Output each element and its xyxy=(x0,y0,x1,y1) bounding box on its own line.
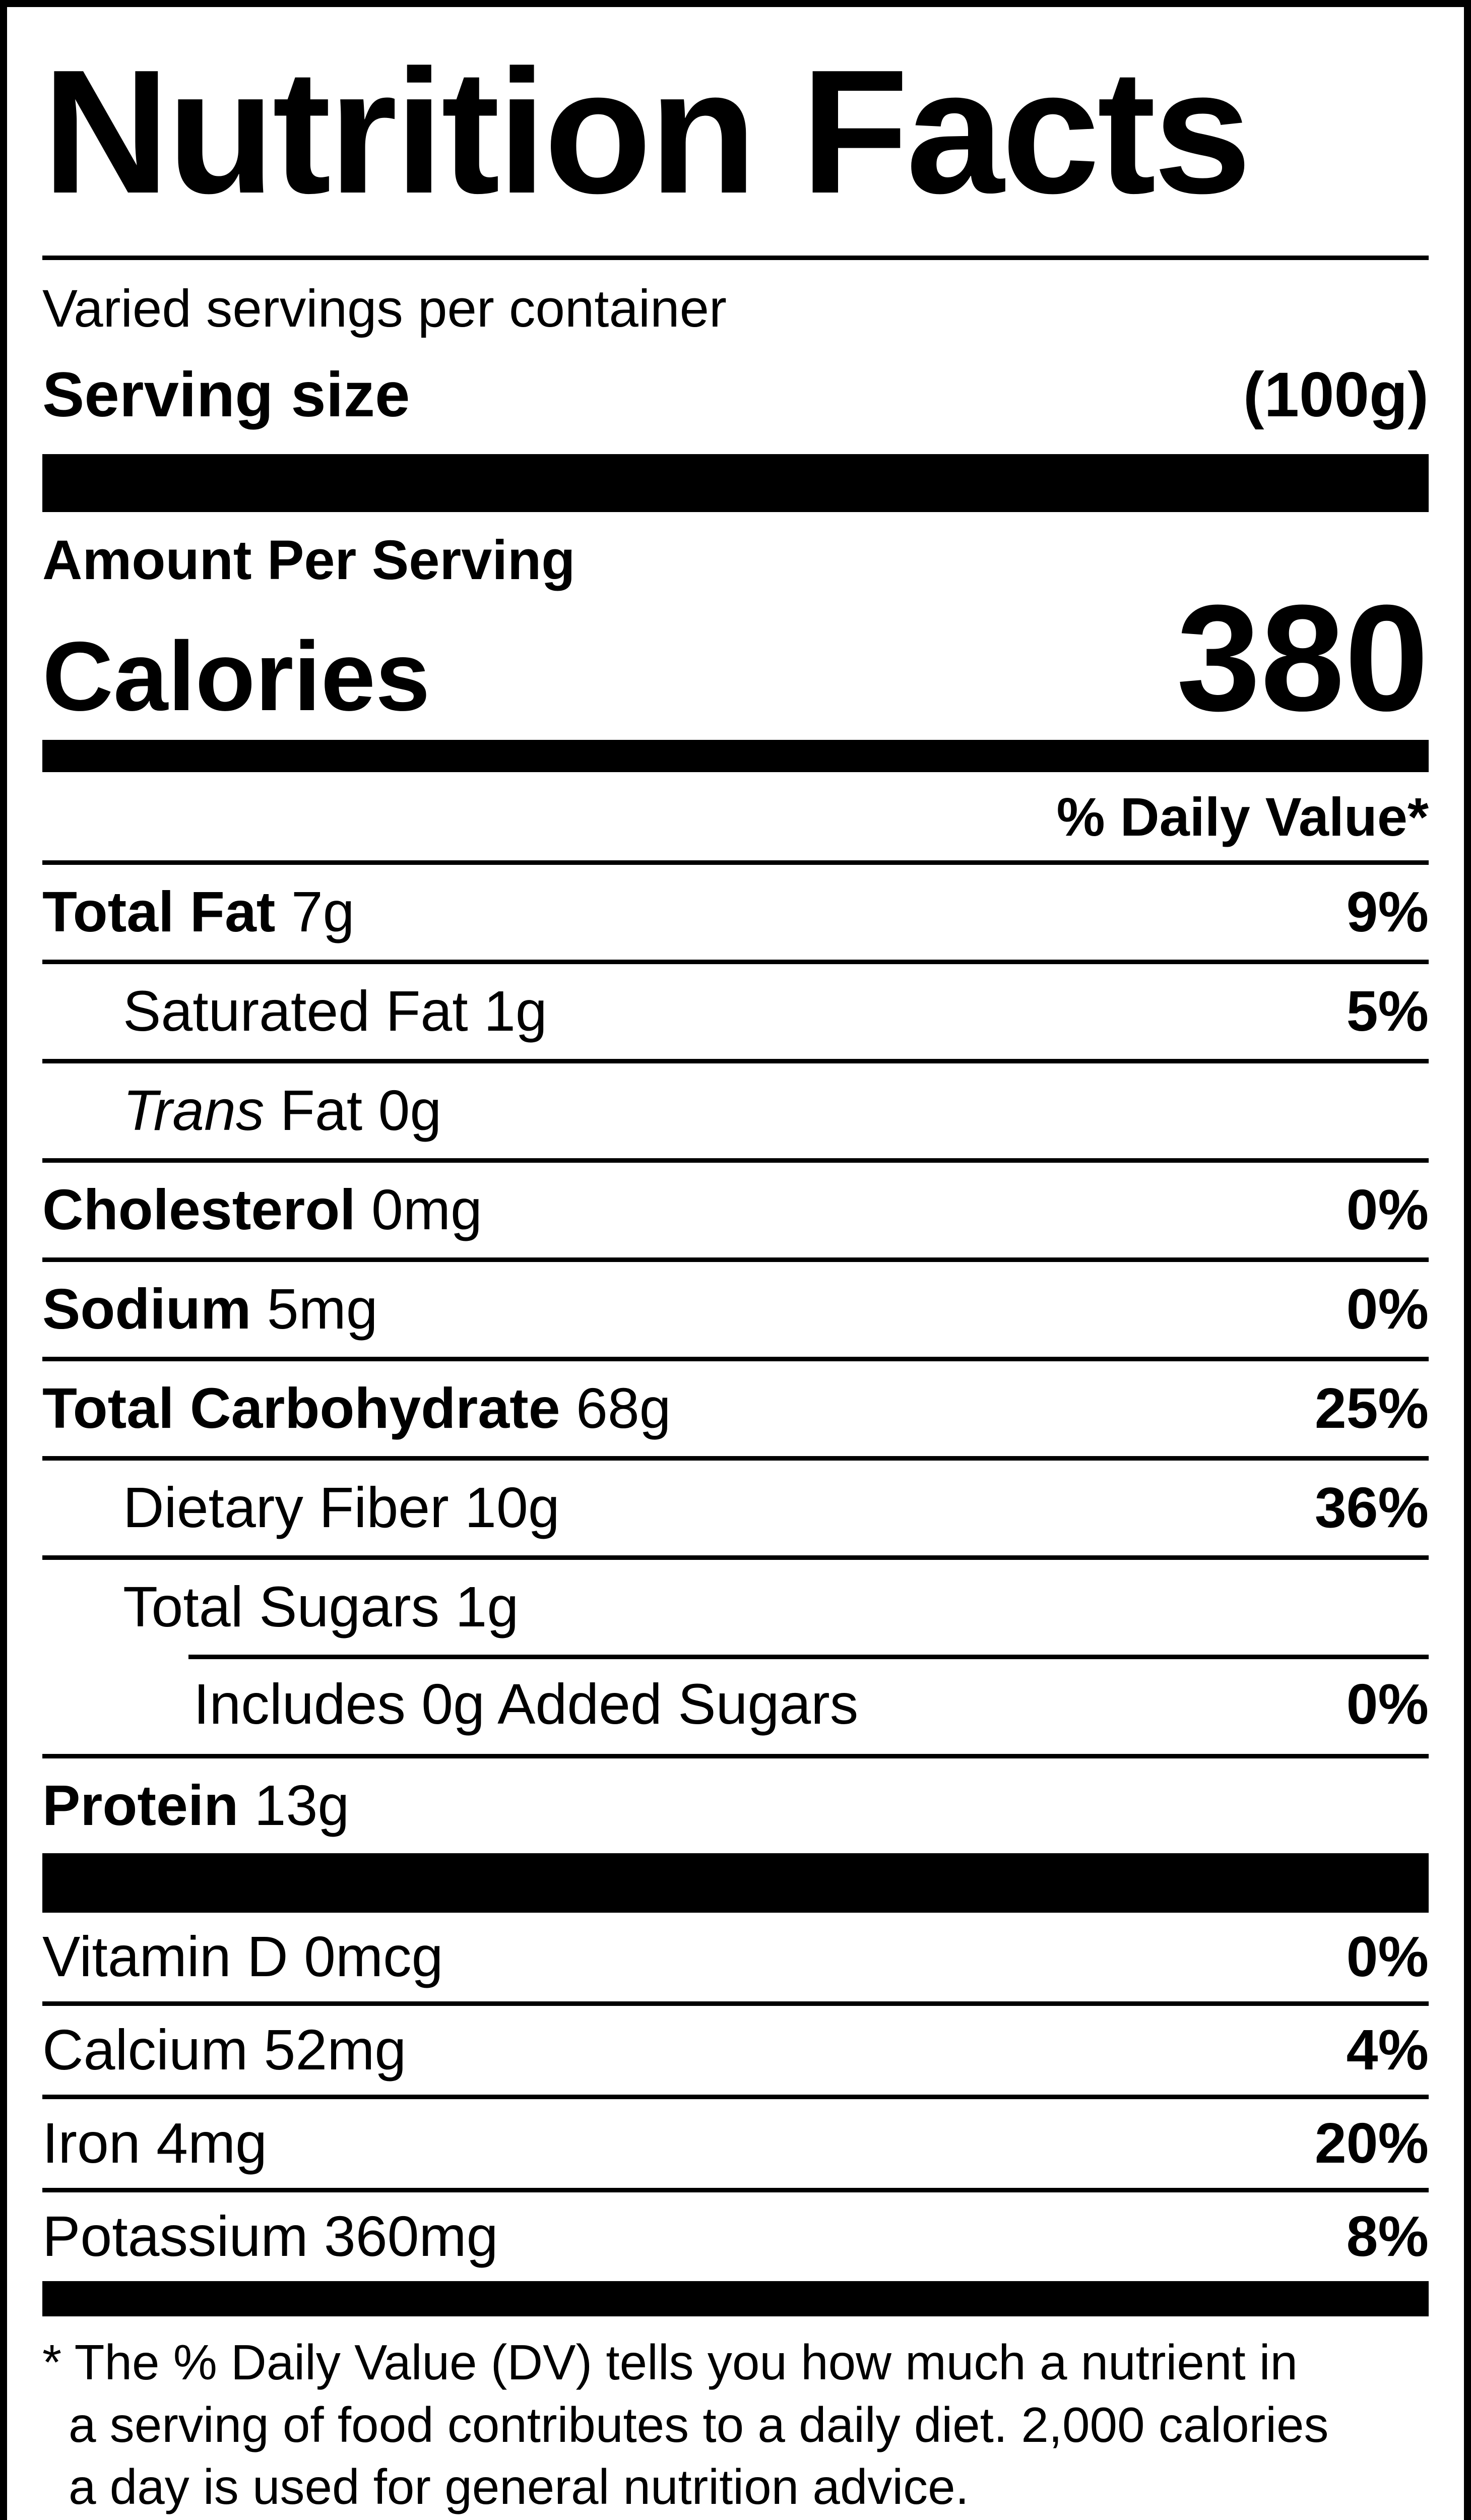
vitamin-row-iron: Iron 4mg 20% xyxy=(42,2095,1429,2188)
nutrient-name-italic: Trans xyxy=(123,1079,265,1143)
nutrient-name: Dietary Fiber 10g xyxy=(42,1474,560,1542)
nutrient-name: Cholesterol 0mg xyxy=(42,1176,482,1244)
nutrient-row-saturated-fat: Saturated Fat 1g 5% xyxy=(42,960,1429,1059)
nutrient-name: Sodium 5mg xyxy=(42,1275,378,1344)
footnote-line: a serving of food contributes to a daily… xyxy=(69,2397,1329,2452)
nutrient-name-bold: Sodium xyxy=(42,1277,251,1341)
nutrient-amount: 68g xyxy=(560,1376,671,1440)
serving-size-row: Serving size (100g) xyxy=(42,353,1429,438)
vitamin-percent: 4% xyxy=(1346,2018,1429,2082)
nutrient-name-bold: Total Fat xyxy=(42,880,276,944)
calories-label: Calories xyxy=(42,621,430,731)
vitamin-percent: 0% xyxy=(1346,1925,1429,1989)
nutrient-percent: 36% xyxy=(1314,1476,1429,1540)
nutrient-row-total-carbohydrate: Total Carbohydrate 68g 25% xyxy=(42,1357,1429,1456)
nutrient-row-total-sugars: Total Sugars 1g xyxy=(42,1555,1429,1655)
nutrient-amount: Total Sugars 1g xyxy=(123,1575,519,1639)
nutrient-name: Trans Fat 0g xyxy=(42,1077,441,1145)
vitamin-row-potassium: Potassium 360mg 8% xyxy=(42,2188,1429,2281)
nutrient-amount: Fat 0g xyxy=(264,1079,442,1143)
amount-per-serving-label: Amount Per Serving xyxy=(42,529,575,591)
nutrient-percent: 5% xyxy=(1346,979,1429,1043)
nutrient-row-total-fat: Total Fat 7g 9% xyxy=(42,860,1429,960)
nutrient-row-dietary-fiber: Dietary Fiber 10g 36% xyxy=(42,1456,1429,1555)
nutrient-name-bold: Total Carbohydrate xyxy=(42,1376,560,1440)
vitamin-name: Iron 4mg xyxy=(42,2111,267,2175)
nutrient-name: Total Fat 7g xyxy=(42,878,355,947)
medium-divider-bar xyxy=(42,739,1429,772)
vitamin-percent: 20% xyxy=(1314,2111,1429,2175)
calories-row: Calories 380 xyxy=(42,573,1429,742)
nutrient-name: Total Carbohydrate 68g xyxy=(42,1374,671,1443)
vitamin-row-calcium: Calcium 52mg 4% xyxy=(42,2001,1429,2095)
nutrient-row-protein: Protein 13g xyxy=(42,1754,1429,1853)
vitamin-row-vitamin-d: Vitamin D 0mcg 0% xyxy=(42,1913,1429,2001)
footnote-line: * The % Daily Value (DV) tells you how m… xyxy=(42,2335,1298,2390)
small-divider-bar xyxy=(42,2281,1429,2317)
thick-divider-bar xyxy=(42,1853,1429,1913)
nutrient-amount: Includes 0g Added Sugars xyxy=(194,1672,859,1736)
nutrient-name: Protein 13g xyxy=(42,1772,349,1840)
nutrient-amount: 5mg xyxy=(251,1277,378,1341)
label-title: Nutrition Facts xyxy=(42,33,1251,230)
nutrient-percent: 0% xyxy=(1346,1178,1429,1242)
calories-value: 380 xyxy=(1176,573,1429,742)
nutrient-percent: 25% xyxy=(1314,1376,1429,1440)
daily-value-footnote: * The % Daily Value (DV) tells you how m… xyxy=(42,2332,1429,2518)
nutrient-name: Includes 0g Added Sugars xyxy=(42,1670,858,1739)
nutrient-amount: 7g xyxy=(275,880,355,944)
nutrient-amount: Saturated Fat 1g xyxy=(123,979,547,1043)
serving-size-label: Serving size xyxy=(42,359,410,430)
nutrient-name: Total Sugars 1g xyxy=(42,1573,519,1642)
nutrient-row-trans-fat: Trans Fat 0g xyxy=(42,1059,1429,1158)
vitamin-name: Potassium 360mg xyxy=(42,2204,498,2269)
nutrient-name: Saturated Fat 1g xyxy=(42,977,547,1046)
nutrient-amount: Dietary Fiber 10g xyxy=(123,1476,560,1540)
nutrient-row-sodium: Sodium 5mg 0% xyxy=(42,1257,1429,1357)
divider-under-title xyxy=(42,256,1429,260)
nutrient-percent: 0% xyxy=(1346,1672,1429,1736)
vitamin-name: Calcium 52mg xyxy=(42,2018,407,2082)
nutrient-amount: 13g xyxy=(238,1774,350,1838)
vitamin-percent: 8% xyxy=(1346,2204,1429,2269)
nutrient-name-bold: Cholesterol xyxy=(42,1178,356,1242)
servings-per-container: Varied servings per container xyxy=(42,279,727,338)
nutrient-percent: 9% xyxy=(1346,880,1429,944)
serving-size-value: (100g) xyxy=(1243,359,1429,430)
nutrient-amount: 0mg xyxy=(355,1178,482,1242)
thick-divider-bar xyxy=(42,454,1429,512)
nutrient-row-added-sugars: Includes 0g Added Sugars 0% xyxy=(42,1655,1429,1754)
nutrient-percent: 0% xyxy=(1346,1277,1429,1341)
nutrient-name-bold: Protein xyxy=(42,1774,239,1838)
vitamin-name: Vitamin D 0mcg xyxy=(42,1925,443,1989)
footnote-line: a day is used for general nutrition advi… xyxy=(69,2459,969,2515)
nutrient-row-cholesterol: Cholesterol 0mg 0% xyxy=(42,1158,1429,1257)
daily-value-header: % Daily Value* xyxy=(1056,786,1429,847)
